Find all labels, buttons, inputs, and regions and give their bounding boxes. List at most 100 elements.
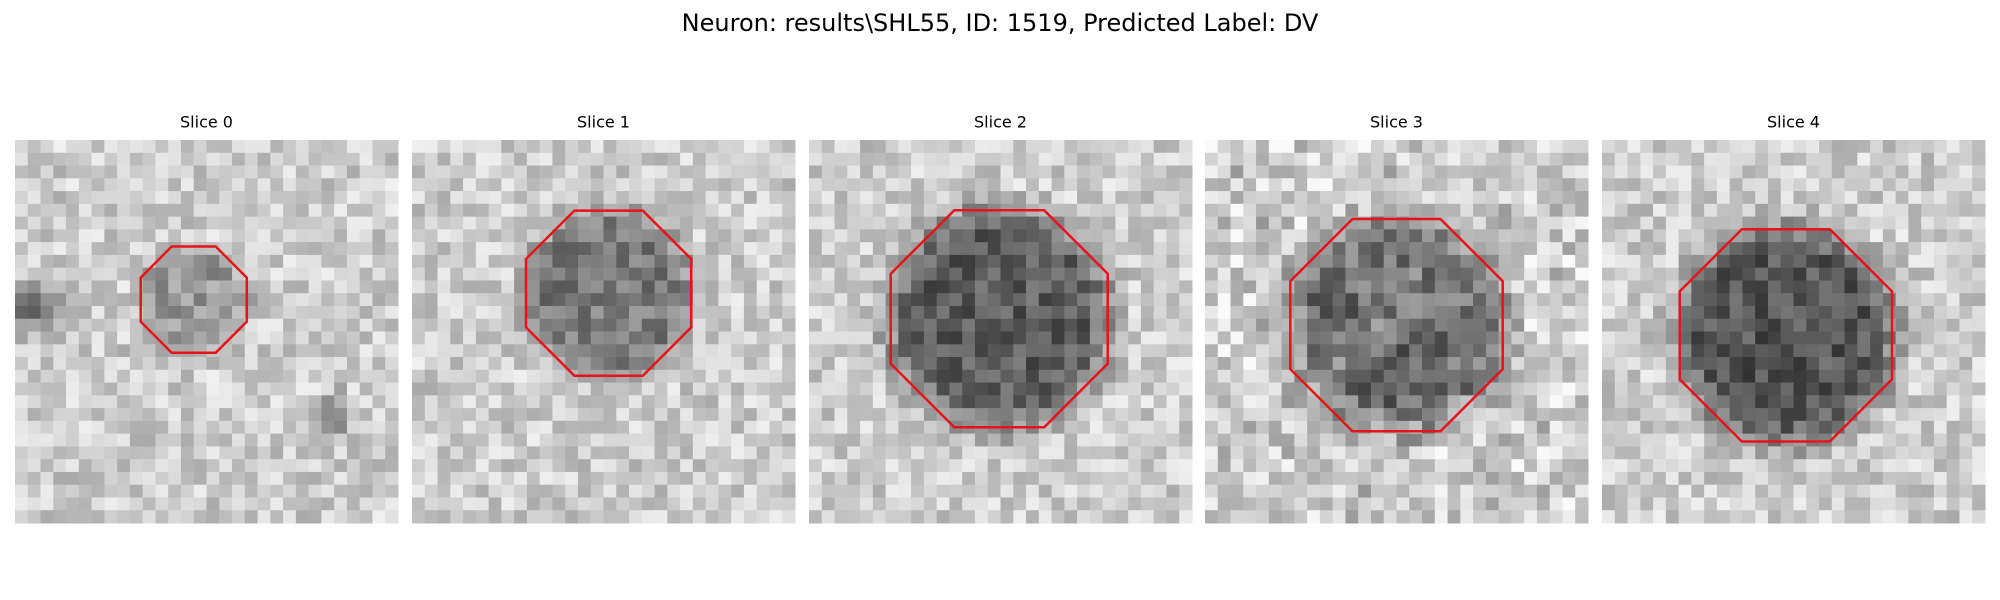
pixel	[565, 382, 579, 396]
pixel	[1895, 242, 1909, 256]
pixel	[424, 229, 439, 243]
pixel	[590, 510, 604, 524]
pixel	[1153, 318, 1167, 332]
pixel	[1729, 446, 1743, 460]
pixel	[860, 408, 874, 422]
pixel	[206, 420, 220, 435]
pixel	[206, 229, 220, 243]
pixel	[1038, 267, 1053, 281]
pixel	[78, 318, 93, 332]
pixel	[641, 433, 656, 447]
pixel	[1370, 459, 1385, 473]
pixel	[1793, 318, 1807, 332]
pixel	[346, 140, 361, 154]
pixel	[1806, 242, 1820, 256]
pixel	[1806, 280, 1820, 294]
pixel	[641, 344, 656, 358]
pixel	[552, 318, 566, 332]
pixel	[743, 433, 758, 447]
pixel	[1549, 140, 1563, 154]
pixel	[1102, 229, 1116, 243]
pixel	[962, 305, 976, 320]
pixel	[270, 484, 284, 498]
pixel	[1921, 344, 1935, 358]
pixel	[1179, 471, 1193, 486]
pixel	[654, 395, 668, 409]
pixel	[193, 357, 207, 371]
pixel	[1332, 510, 1346, 524]
pixel	[731, 293, 745, 307]
pixel	[1128, 229, 1142, 243]
pixel	[1575, 369, 1589, 384]
pixel	[1857, 203, 1871, 218]
pixel	[974, 293, 989, 307]
pixel	[168, 216, 182, 230]
pixel	[1140, 318, 1155, 332]
pixel	[1383, 471, 1397, 486]
pixel	[1179, 484, 1193, 498]
pixel	[705, 510, 719, 524]
pixel	[1536, 510, 1551, 524]
pixel	[1691, 408, 1705, 422]
pixel	[1857, 152, 1871, 167]
pixel	[526, 395, 541, 409]
pixel	[488, 229, 502, 243]
pixel	[1870, 242, 1884, 256]
pixel	[834, 369, 848, 384]
pixel	[1653, 357, 1667, 371]
pixel	[1678, 242, 1692, 256]
pixel	[1704, 318, 1718, 332]
pixel	[1447, 497, 1461, 511]
pixel	[1026, 229, 1040, 243]
pixel	[1793, 510, 1807, 524]
pixel	[514, 395, 528, 409]
pixel	[1742, 305, 1756, 320]
pixel	[1498, 229, 1512, 243]
pixel	[1549, 254, 1563, 269]
pixel	[1281, 152, 1295, 167]
pixel	[27, 152, 42, 167]
pixel	[1153, 433, 1167, 447]
pixel	[1716, 446, 1731, 460]
pixel	[1627, 331, 1641, 345]
pixel	[385, 165, 399, 179]
pixel	[821, 395, 836, 409]
pixel	[552, 254, 566, 269]
pixel	[1026, 446, 1040, 460]
pixel	[129, 471, 144, 486]
pixel	[1524, 242, 1538, 256]
pixel	[1729, 510, 1743, 524]
pixel	[1895, 191, 1909, 205]
slice-image	[412, 140, 796, 524]
pixel	[1473, 446, 1487, 460]
pixel	[412, 484, 426, 498]
pixel	[923, 318, 938, 332]
pixel	[1742, 178, 1756, 192]
pixel	[359, 293, 373, 307]
pixel	[1345, 497, 1359, 511]
pixel	[705, 357, 719, 371]
pixel	[1319, 433, 1334, 447]
pixel	[232, 191, 246, 205]
pixel	[898, 280, 912, 294]
pixel	[1294, 178, 1308, 192]
pixel	[718, 293, 732, 307]
pixel	[1742, 369, 1756, 384]
pixel	[860, 484, 874, 498]
pixel	[1013, 140, 1027, 154]
pixel	[450, 318, 464, 332]
pixel	[1230, 254, 1244, 269]
pixel	[1729, 369, 1743, 384]
pixel	[705, 280, 719, 294]
pixel	[270, 242, 284, 256]
contour	[889, 208, 1109, 429]
pixel	[680, 344, 694, 358]
pixel	[1485, 165, 1500, 179]
pixel	[769, 510, 783, 524]
pixel	[565, 510, 579, 524]
pixel	[1396, 471, 1410, 486]
pixel	[1383, 459, 1397, 473]
pixel	[1307, 471, 1321, 486]
pixel	[1678, 459, 1692, 473]
pixel	[821, 433, 836, 447]
